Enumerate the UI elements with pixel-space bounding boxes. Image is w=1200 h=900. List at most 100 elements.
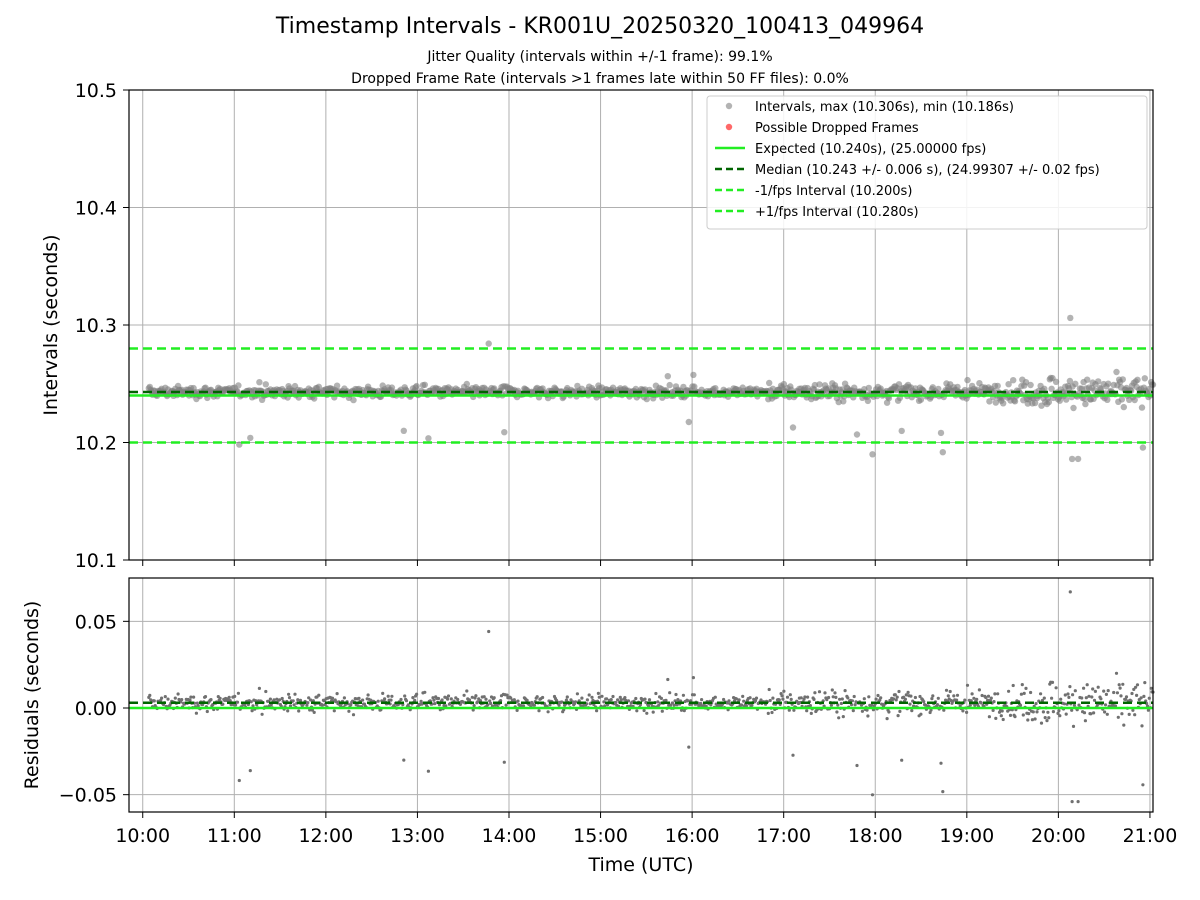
residual-point: [900, 758, 904, 762]
residual-point: [402, 758, 406, 762]
residual-point: [766, 711, 770, 716]
residual-point: [970, 692, 974, 696]
residual-point: [657, 703, 661, 707]
residual-point: [1083, 719, 1087, 723]
residual-point: [310, 708, 314, 712]
interval-point: [333, 382, 341, 389]
residual-point: [1115, 691, 1119, 695]
residual-point: [635, 709, 639, 713]
residual-point: [803, 695, 807, 699]
residual-point: [478, 699, 483, 703]
residual-point: [585, 698, 590, 702]
legend-entry: Median (10.243 +/- 0.006 s), (24.99307 +…: [755, 163, 1100, 178]
residual-point: [361, 698, 365, 702]
residual-point: [931, 694, 935, 698]
residual-point: [996, 692, 1000, 696]
residual-point: [611, 694, 615, 699]
residual-point: [1132, 687, 1136, 692]
residual-point: [952, 694, 956, 698]
residual-point: [339, 704, 343, 708]
x-tick-label: 20:00: [1031, 825, 1086, 847]
residual-point: [1135, 683, 1140, 687]
residual-point: [973, 703, 977, 708]
residual-point: [1112, 690, 1116, 695]
residual-point: [366, 693, 370, 697]
interval-point: [1139, 444, 1147, 451]
residual-point: [965, 683, 970, 687]
residual-point: [254, 699, 258, 703]
residual-point: [991, 708, 995, 713]
residual-point: [1133, 713, 1137, 717]
residual-point: [446, 694, 451, 698]
residual-point: [280, 696, 284, 701]
interval-point: [1082, 400, 1089, 408]
residual-point: [975, 697, 979, 702]
residual-point: [569, 698, 573, 702]
residual-point: [456, 697, 460, 702]
residual-point: [203, 695, 208, 699]
interval-point: [1074, 455, 1082, 463]
residual-point: [426, 769, 430, 773]
interval-point: [1084, 376, 1091, 383]
residual-point: [575, 692, 580, 696]
residual-point: [727, 699, 731, 703]
residual-point: [787, 708, 791, 712]
residual-point: [831, 695, 835, 699]
residual-point: [1041, 710, 1045, 714]
residual-point: [682, 709, 686, 713]
residual-point: [234, 703, 238, 707]
residual-point: [1121, 682, 1125, 686]
residual-point: [898, 709, 902, 714]
residual-point: [356, 704, 360, 708]
residual-point: [642, 708, 646, 713]
residual-point: [1022, 691, 1026, 696]
y-tick-label: 10.2: [75, 433, 117, 455]
interval-point: [964, 376, 971, 384]
residual-point: [919, 712, 923, 716]
residual-point: [825, 698, 829, 702]
interval-point: [1010, 377, 1017, 384]
residual-point: [860, 709, 865, 713]
residual-point: [564, 698, 569, 702]
residual-point: [1119, 694, 1123, 698]
interval-point: [501, 429, 508, 436]
residual-point: [404, 699, 409, 703]
residual-point: [1143, 681, 1147, 685]
residual-point: [838, 697, 842, 701]
residual-point: [812, 697, 816, 702]
interval-point: [1119, 376, 1127, 383]
residual-point: [1029, 690, 1033, 695]
residual-point: [347, 709, 351, 713]
residual-point: [1092, 711, 1096, 715]
residual-point: [433, 702, 437, 706]
y-tick-label: 0.05: [75, 611, 117, 633]
residual-point: [587, 693, 591, 697]
residual-point-max: [1068, 590, 1072, 594]
residual-point: [1071, 693, 1075, 697]
interval-points: [145, 314, 1157, 463]
residual-point: [748, 696, 752, 700]
residual-point: [260, 712, 264, 716]
residual-point: [218, 696, 222, 700]
residual-point: [286, 709, 290, 713]
residual-point: [257, 686, 261, 691]
x-tick-label: 15:00: [573, 825, 628, 847]
chart-subtitle-dropped: Dropped Frame Rate (intervals >1 frames …: [351, 71, 849, 87]
residual-point: [546, 710, 550, 714]
interval-point: [685, 418, 692, 426]
residual-point: [737, 698, 741, 702]
interval-point: [789, 424, 797, 431]
residual-point: [600, 694, 604, 698]
residual-points: [147, 590, 1155, 804]
residual-point: [986, 698, 990, 702]
residual-point: [488, 699, 492, 703]
residual-point: [823, 691, 827, 695]
residual-point: [1114, 671, 1119, 675]
residual-point: [305, 703, 309, 707]
residual-point: [979, 701, 983, 705]
residual-point: [521, 704, 526, 708]
reference-lines: [129, 347, 1153, 444]
residual-point: [1104, 692, 1108, 697]
